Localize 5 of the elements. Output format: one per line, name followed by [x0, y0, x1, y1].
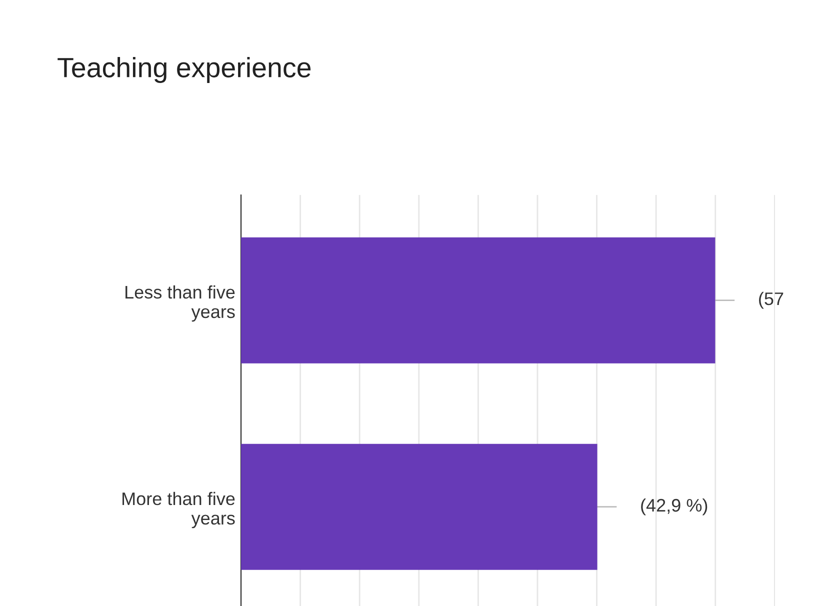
data-label: (57	[759, 292, 784, 309]
data-label: (42,9 %)	[641, 498, 708, 516]
y-tick-label: More than five years	[122, 492, 235, 528]
y-tick-label: Less than five years	[126, 285, 235, 322]
chart-title: Teaching experience	[58, 57, 311, 83]
